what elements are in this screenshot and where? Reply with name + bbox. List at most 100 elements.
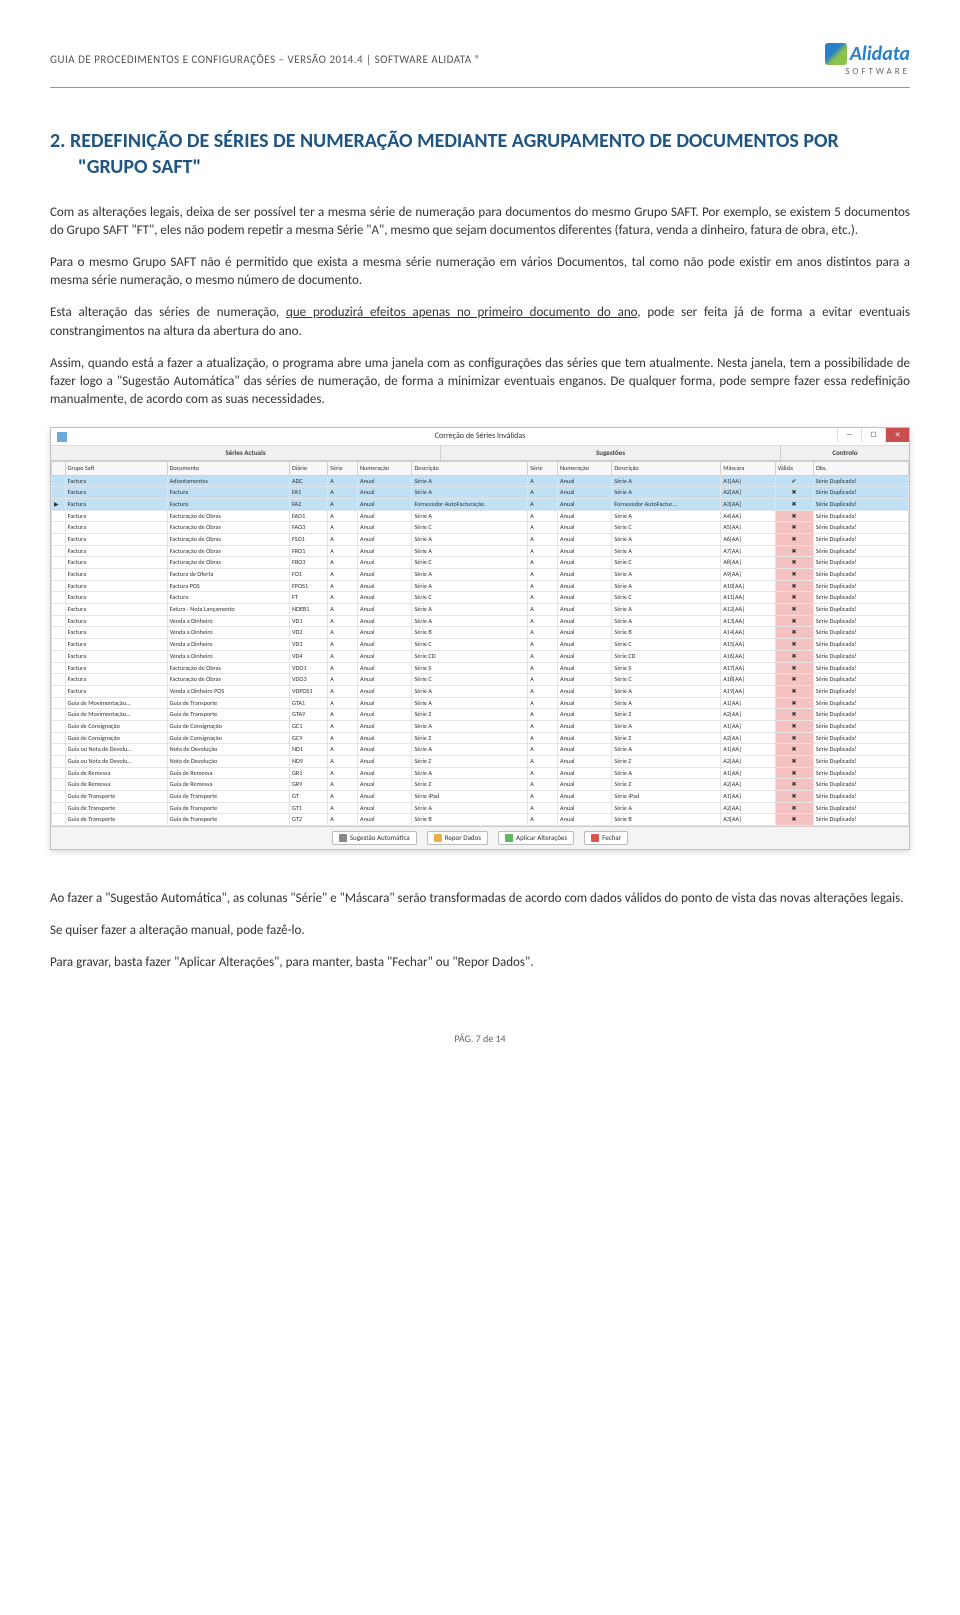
- table-cell[interactable]: Anual: [358, 767, 412, 779]
- table-cell[interactable]: A: [328, 510, 358, 522]
- table-cell[interactable]: A: [528, 709, 558, 721]
- table-cell[interactable]: A2[AA]: [721, 755, 775, 767]
- aplicar-alteracoes-button[interactable]: Aplicar Alterações: [498, 831, 574, 845]
- table-cell[interactable]: Anual: [557, 814, 611, 826]
- table-cell[interactable]: Série A: [612, 510, 721, 522]
- table-cell[interactable]: Guia de Remessa: [65, 767, 167, 779]
- table-cell[interactable]: A: [328, 779, 358, 791]
- table-cell[interactable]: Série A: [612, 569, 721, 581]
- table-cell[interactable]: FA1: [290, 487, 328, 499]
- table-cell[interactable]: Anual: [358, 569, 412, 581]
- table-cell[interactable]: Série Duplicada!: [813, 487, 908, 499]
- table-cell[interactable]: Série Duplicada!: [813, 592, 908, 604]
- table-cell[interactable]: Série Duplicada!: [813, 627, 908, 639]
- table-cell[interactable]: Anual: [557, 499, 611, 511]
- table-cell[interactable]: Facturação de Obras: [167, 674, 289, 686]
- table-row[interactable]: Guia de RemessaGuia de RemessaGR9AAnualS…: [52, 779, 909, 791]
- table-cell[interactable]: A11[AA]: [721, 592, 775, 604]
- table-cell[interactable]: Anual: [358, 674, 412, 686]
- repor-dados-button[interactable]: Repor Dados: [427, 831, 488, 845]
- table-cell[interactable]: Guia ou Nota de Devolu…: [65, 744, 167, 756]
- table-cell[interactable]: Nota de Devolução: [167, 744, 289, 756]
- table-cell[interactable]: A: [328, 545, 358, 557]
- table-cell[interactable]: ND9: [290, 755, 328, 767]
- table-cell[interactable]: A: [328, 522, 358, 534]
- table-cell[interactable]: ✖: [775, 744, 813, 756]
- table-cell[interactable]: Série C: [412, 639, 528, 651]
- table-row[interactable]: FacturaVenda a Dinheiro POSVDPOS1AAnualS…: [52, 685, 909, 697]
- table-cell[interactable]: A: [328, 814, 358, 826]
- table-cell[interactable]: ✖: [775, 557, 813, 569]
- table-cell[interactable]: Série A: [412, 615, 528, 627]
- table-cell[interactable]: Série B: [612, 814, 721, 826]
- column-header[interactable]: Descrição: [612, 462, 721, 476]
- table-cell[interactable]: A12[AA]: [721, 604, 775, 616]
- table-cell[interactable]: Nota de Devolução: [167, 755, 289, 767]
- table-cell[interactable]: Série A: [412, 802, 528, 814]
- table-cell[interactable]: Anual: [557, 510, 611, 522]
- table-cell[interactable]: A: [528, 557, 558, 569]
- table-cell[interactable]: Série C: [612, 522, 721, 534]
- table-cell[interactable]: FA2: [290, 499, 328, 511]
- table-cell[interactable]: Anual: [358, 580, 412, 592]
- table-cell[interactable]: Série Z: [612, 732, 721, 744]
- table-cell[interactable]: A2[AA]: [721, 732, 775, 744]
- table-cell[interactable]: Anual: [557, 627, 611, 639]
- table-cell[interactable]: Anual: [557, 487, 611, 499]
- table-cell[interactable]: GTA9: [290, 709, 328, 721]
- table-cell[interactable]: A: [528, 650, 558, 662]
- table-cell[interactable]: Factura: [167, 592, 289, 604]
- table-cell[interactable]: Anual: [557, 604, 611, 616]
- table-cell[interactable]: A18[AA]: [721, 674, 775, 686]
- table-cell[interactable]: A: [528, 510, 558, 522]
- table-cell[interactable]: A: [528, 790, 558, 802]
- table-cell[interactable]: A7[AA]: [721, 545, 775, 557]
- table-row[interactable]: FacturaFactura de OfertaFO1AAnualSérie A…: [52, 569, 909, 581]
- table-row[interactable]: FacturaAdiantamentosADCAAnualSérie AAAnu…: [52, 475, 909, 487]
- column-header[interactable]: Descrição: [412, 462, 528, 476]
- table-cell[interactable]: ✖: [775, 674, 813, 686]
- table-cell[interactable]: Guia de Remessa: [167, 767, 289, 779]
- column-header[interactable]: Obs.: [813, 462, 908, 476]
- table-cell[interactable]: Factura: [167, 487, 289, 499]
- table-cell[interactable]: Anual: [358, 732, 412, 744]
- table-cell[interactable]: Factura: [65, 674, 167, 686]
- table-cell[interactable]: Fatura - Nota Lançamento: [167, 604, 289, 616]
- table-row[interactable]: FacturaVenda a DinheiroVD3AAnualSérie CA…: [52, 639, 909, 651]
- table-cell[interactable]: Factura: [65, 627, 167, 639]
- table-cell[interactable]: Factura: [65, 650, 167, 662]
- table-cell[interactable]: A: [528, 475, 558, 487]
- table-cell[interactable]: A1[AA]: [721, 697, 775, 709]
- column-header[interactable]: Numeração: [557, 462, 611, 476]
- table-cell[interactable]: Série Duplicada!: [813, 814, 908, 826]
- table-cell[interactable]: Anual: [557, 475, 611, 487]
- table-cell[interactable]: Factura: [65, 475, 167, 487]
- table-row[interactable]: Guia de TransporteGuia de TransporteGT1A…: [52, 802, 909, 814]
- table-cell[interactable]: Anual: [358, 697, 412, 709]
- table-cell[interactable]: Série S: [412, 662, 528, 674]
- table-cell[interactable]: Série Duplicada!: [813, 522, 908, 534]
- table-cell[interactable]: Série Duplicada!: [813, 802, 908, 814]
- table-cell[interactable]: Guia de Movimentação…: [65, 709, 167, 721]
- table-cell[interactable]: GR9: [290, 779, 328, 791]
- table-cell[interactable]: A: [328, 802, 358, 814]
- table-cell[interactable]: VD1: [290, 615, 328, 627]
- table-cell[interactable]: Guia de Transporte: [167, 802, 289, 814]
- table-cell[interactable]: Factura: [65, 534, 167, 546]
- sugestao-automatica-button[interactable]: Sugestão Automática: [332, 831, 417, 845]
- table-cell[interactable]: A2[AA]: [721, 487, 775, 499]
- minimize-button[interactable]: —: [837, 428, 861, 442]
- column-header[interactable]: Série: [528, 462, 558, 476]
- table-cell[interactable]: Série A: [612, 802, 721, 814]
- table-cell[interactable]: GT: [290, 790, 328, 802]
- table-cell[interactable]: ✖: [775, 534, 813, 546]
- table-cell[interactable]: Factura de Oferta: [167, 569, 289, 581]
- table-cell[interactable]: Série A: [412, 744, 528, 756]
- table-cell[interactable]: A1[AA]: [721, 767, 775, 779]
- table-cell[interactable]: Série Duplicada!: [813, 709, 908, 721]
- table-cell[interactable]: Anual: [358, 545, 412, 557]
- table-row[interactable]: FacturaFacturação de ObrasFAO1AAnualSéri…: [52, 510, 909, 522]
- table-cell[interactable]: A: [328, 709, 358, 721]
- table-cell[interactable]: A: [528, 522, 558, 534]
- table-cell[interactable]: Série A: [612, 580, 721, 592]
